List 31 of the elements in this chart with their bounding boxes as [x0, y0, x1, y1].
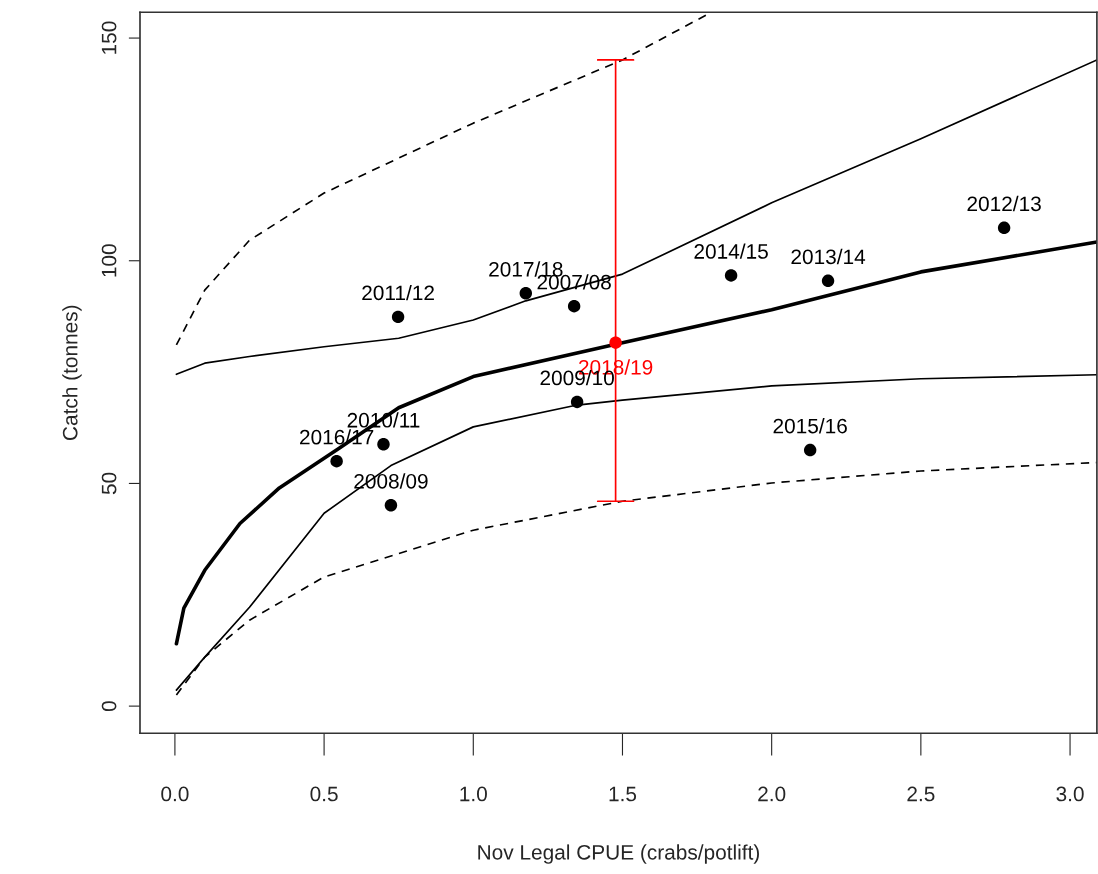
point	[519, 287, 533, 300]
point	[803, 443, 817, 457]
point	[391, 310, 405, 324]
x-tick-label: 1.0	[460, 786, 487, 802]
annotation: 2012/13	[967, 195, 1041, 212]
y-tick-label: 50	[101, 472, 117, 495]
x-tick-label: 1.5	[609, 786, 637, 802]
point	[567, 299, 581, 313]
y-tick-label: 100	[101, 244, 117, 277]
x-tick-label: 2.0	[758, 786, 786, 802]
point	[997, 221, 1011, 235]
y-tick-label: 150	[101, 21, 117, 54]
point	[330, 454, 343, 468]
point	[570, 395, 584, 409]
point	[377, 438, 390, 451]
x-tick-label: 2.5	[907, 786, 935, 802]
point	[724, 269, 738, 282]
x-tick-label: 0.0	[161, 786, 189, 802]
point	[384, 499, 398, 512]
y-tick-label: 0	[101, 701, 117, 712]
point	[821, 274, 835, 287]
x-tick-label: 0.5	[310, 786, 338, 802]
annotation: 2015/16	[773, 418, 847, 434]
x-tick-label: 3.0	[1056, 786, 1084, 802]
annotation: 2014/15	[694, 243, 768, 259]
line-series	[174, 240, 1097, 646]
point	[609, 336, 622, 349]
x-axis-title: Nov Legal CPUE (crabs/potlift)	[478, 844, 759, 864]
annotation: 2013/14	[791, 248, 866, 265]
annotation: 2011/12	[362, 284, 434, 301]
y-axis-title: Catch (tonnes)	[62, 305, 82, 441]
